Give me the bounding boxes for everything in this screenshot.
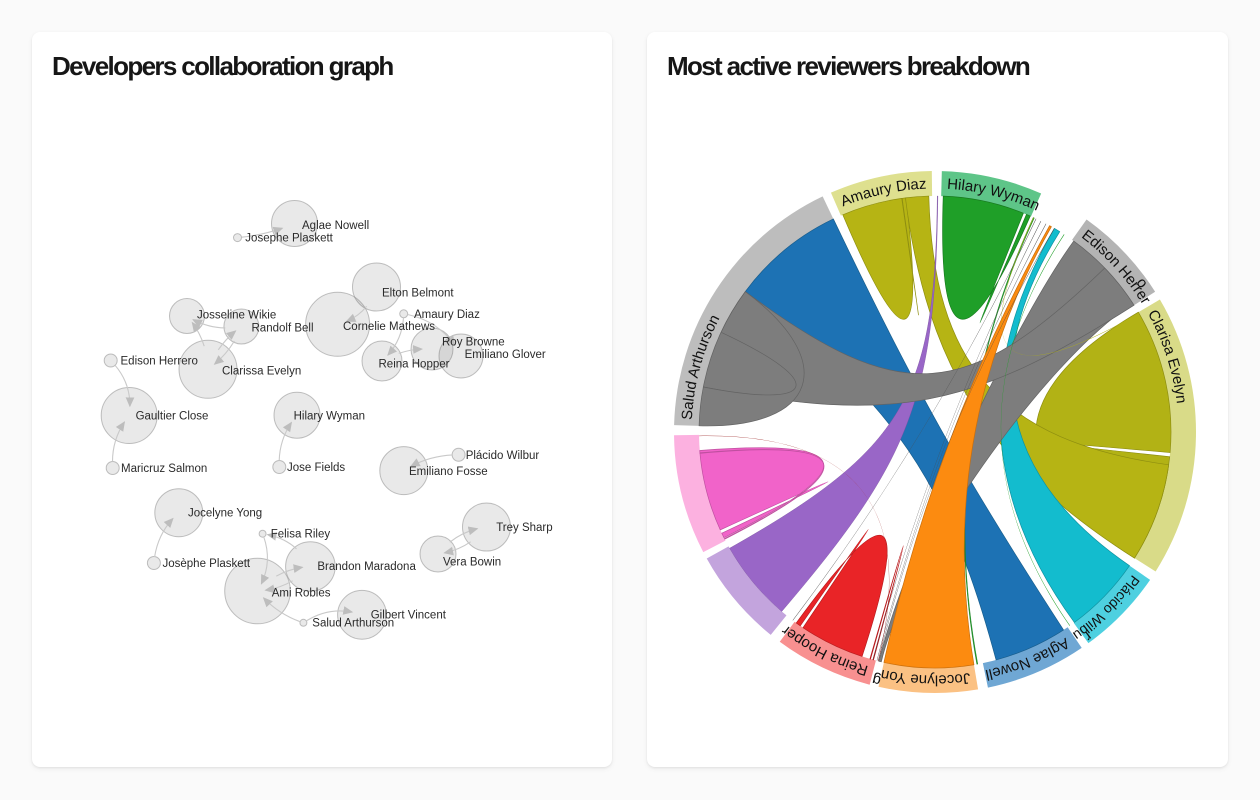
svg-text:Ami Robles: Ami Robles bbox=[272, 588, 331, 600]
svg-text:Aglae Nowell: Aglae Nowell bbox=[302, 220, 369, 232]
svg-text:Amaury Diaz: Amaury Diaz bbox=[414, 309, 480, 321]
svg-text:Roy Browne: Roy Browne bbox=[442, 337, 505, 349]
svg-text:Josseline Wikie: Josseline Wikie bbox=[197, 310, 276, 322]
svg-text:Clarissa Evelyn: Clarissa Evelyn bbox=[222, 366, 301, 378]
svg-text:Emiliano Glover: Emiliano Glover bbox=[465, 349, 546, 361]
svg-text:Trey Sharp: Trey Sharp bbox=[496, 522, 552, 534]
svg-text:Randolf Bell: Randolf Bell bbox=[252, 323, 314, 335]
svg-text:Hilary Wyman: Hilary Wyman bbox=[294, 411, 365, 423]
svg-text:Gaultier Close: Gaultier Close bbox=[136, 411, 209, 423]
svg-text:Salud Arthurson: Salud Arthurson bbox=[312, 617, 394, 629]
svg-text:Brandon Maradona: Brandon Maradona bbox=[317, 561, 416, 573]
svg-text:Edison Herrero: Edison Herrero bbox=[121, 356, 198, 368]
svg-text:Josephe Plaskett: Josephe Plaskett bbox=[245, 233, 333, 245]
svg-text:Maricruz Salmon: Maricruz Salmon bbox=[121, 463, 207, 475]
svg-text:Vera Bowin: Vera Bowin bbox=[443, 557, 501, 569]
svg-text:g: g bbox=[871, 671, 883, 689]
svg-text:Gilbert Vincent: Gilbert Vincent bbox=[371, 609, 447, 621]
svg-text:Jocelyne Yon: Jocelyne Yon bbox=[879, 666, 971, 689]
svg-text:Josèphe Plaskett: Josèphe Plaskett bbox=[163, 558, 251, 570]
svg-text:Plácido Wilbur: Plácido Wilbur bbox=[466, 450, 540, 462]
svg-text:Cornelie Mathews: Cornelie Mathews bbox=[343, 321, 435, 333]
svg-text:Felisa Riley: Felisa Riley bbox=[271, 529, 331, 541]
svg-text:Reina Hopper: Reina Hopper bbox=[379, 359, 450, 371]
svg-text:Emiliano Fosse: Emiliano Fosse bbox=[409, 466, 488, 478]
svg-text:Jocelyne Yong: Jocelyne Yong bbox=[188, 508, 262, 520]
svg-text:Jose Fields: Jose Fields bbox=[287, 462, 345, 474]
svg-text:Elton Belmont: Elton Belmont bbox=[382, 288, 454, 300]
